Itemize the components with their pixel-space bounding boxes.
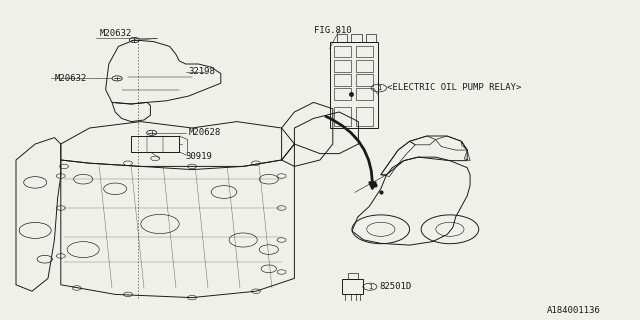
Bar <box>356 60 373 72</box>
Text: M20632: M20632 <box>99 29 131 38</box>
FancyArrowPatch shape <box>326 116 375 188</box>
Text: 30919: 30919 <box>186 152 212 161</box>
Bar <box>334 45 351 58</box>
Bar <box>365 34 376 42</box>
Bar <box>334 88 351 100</box>
Bar <box>334 74 351 86</box>
Bar <box>334 60 351 72</box>
Text: A184001136: A184001136 <box>547 306 601 315</box>
Text: M20632: M20632 <box>54 74 86 83</box>
Bar <box>348 273 358 279</box>
Bar <box>351 34 362 42</box>
Bar <box>131 136 179 152</box>
Text: 82501D: 82501D <box>379 282 411 291</box>
Bar <box>342 279 363 294</box>
Bar <box>337 34 348 42</box>
Bar <box>356 74 373 86</box>
Bar <box>356 45 373 58</box>
Bar <box>330 42 378 128</box>
Text: 1: 1 <box>368 284 372 290</box>
Text: M20628: M20628 <box>189 128 221 137</box>
Bar <box>356 107 373 126</box>
Text: FIG.810: FIG.810 <box>314 26 351 35</box>
Text: 32198: 32198 <box>189 68 216 76</box>
Bar <box>334 107 351 126</box>
Bar <box>356 88 373 100</box>
Text: 1: 1 <box>377 85 381 91</box>
Text: <ELECTRIC OIL PUMP RELAY>: <ELECTRIC OIL PUMP RELAY> <box>387 84 522 92</box>
